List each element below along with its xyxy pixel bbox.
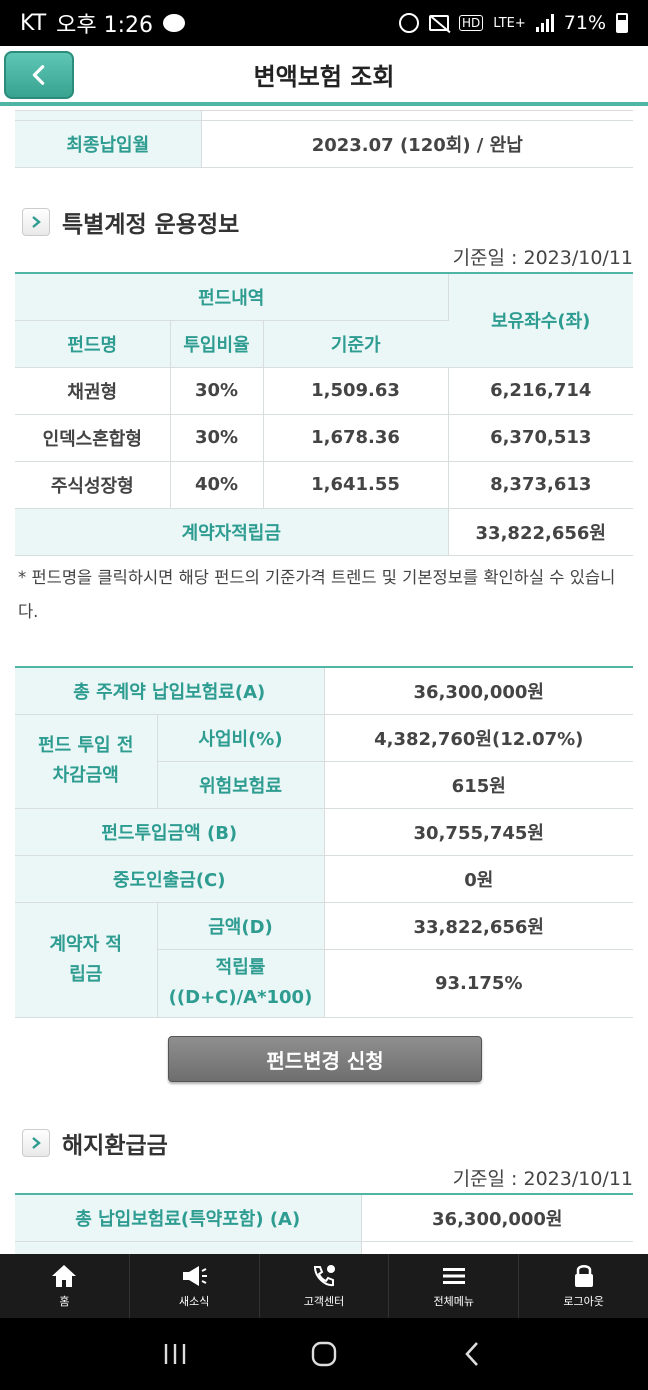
fund-name-link[interactable]: 주식성장형 bbox=[15, 461, 171, 509]
home-icon bbox=[52, 1265, 77, 1287]
fund-ratio: 40% bbox=[170, 461, 264, 509]
hd-voice-icon: HD bbox=[459, 15, 484, 31]
deduction-group-label: 펀드 투입 전 차감금액 bbox=[15, 714, 158, 809]
table-row: 인덱스혼합형 30% 1,678.36 6,370,513 bbox=[15, 414, 633, 462]
final-payment-table: 최종납입월 2023.07 (120회) / 완납 bbox=[15, 110, 633, 168]
withdrawal-label: 중도인출금(C) bbox=[15, 855, 325, 903]
nav-label: 새소식 bbox=[179, 1295, 210, 1308]
bottom-navigation: 홈 새소식 고객센터 전체메뉴 로그아웃 bbox=[0, 1254, 648, 1318]
chevron-right-icon bbox=[22, 208, 50, 236]
withdrawal-value: 0원 bbox=[324, 855, 633, 903]
megaphone-icon bbox=[183, 1266, 208, 1286]
clock: 오후 1:26 bbox=[56, 13, 154, 38]
main-content: 최종납입월 2023.07 (120회) / 완납 특별계정 운용정보 기준일 … bbox=[0, 110, 648, 1254]
price-header: 기준가 bbox=[263, 320, 448, 368]
menu-icon bbox=[442, 1268, 465, 1284]
alarm-icon bbox=[399, 13, 419, 33]
app-header: 변액보험 조회 bbox=[0, 46, 648, 106]
business-cost-value: 4,382,760원(12.07%) bbox=[324, 714, 633, 762]
nav-label: 홈 bbox=[59, 1295, 70, 1308]
fund-ratio: 30% bbox=[170, 367, 264, 415]
rate-label-line-2: ((D+C)/A*100) bbox=[168, 987, 313, 1008]
lte-icon: LTE+ bbox=[493, 15, 526, 31]
table-row: 채권형 30% 1,509.63 6,216,714 bbox=[15, 367, 633, 415]
system-navigation-bar bbox=[0, 1318, 648, 1390]
nav-news[interactable]: 새소식 bbox=[130, 1254, 260, 1318]
summary-table: 총 주계약 납입보험료(A) 36,300,000원 펀드 투입 전 차감금액 … bbox=[15, 666, 633, 1018]
final-payment-label: 최종납입월 bbox=[15, 120, 202, 168]
refund-section-heading: 해지환급금 bbox=[22, 1126, 168, 1160]
fund-section-title: 특별계정 운용정보 bbox=[62, 212, 240, 238]
amount-label: 금액(D) bbox=[157, 902, 325, 950]
fund-name-link[interactable]: 채권형 bbox=[15, 367, 171, 415]
risk-premium-value: 615원 bbox=[324, 761, 633, 809]
nav-customer-center[interactable]: 고객센터 bbox=[260, 1254, 390, 1318]
ratio-header: 투입비율 bbox=[170, 320, 264, 368]
fund-units: 6,216,714 bbox=[448, 367, 633, 415]
amount-value: 33,822,656원 bbox=[324, 902, 633, 950]
back-nav-icon[interactable] bbox=[458, 1339, 488, 1369]
signal-icon bbox=[535, 14, 554, 32]
chevron-left-icon bbox=[32, 65, 45, 85]
fund-investment-value: 30,755,745원 bbox=[324, 808, 633, 856]
lock-icon bbox=[574, 1265, 593, 1287]
refund-premium-value: 36,300,000원 bbox=[361, 1194, 633, 1242]
fund-name-header: 펀드명 bbox=[15, 320, 171, 368]
nav-all-menu[interactable]: 전체메뉴 bbox=[389, 1254, 520, 1318]
fund-price: 1,509.63 bbox=[263, 367, 449, 415]
carrier-label: KT bbox=[20, 10, 47, 36]
fund-base-date: 기준일 : 2023/10/11 bbox=[452, 247, 633, 269]
battery-percent: 71% bbox=[563, 12, 606, 34]
reserve-group-label: 계약자 적립금 bbox=[15, 902, 158, 1018]
accumulation-rate-label: 적립률 ((D+C)/A*100) bbox=[157, 949, 325, 1018]
total-reserve-value: 33,822,656원 bbox=[448, 508, 633, 556]
units-header: 보유좌수(좌) bbox=[448, 273, 633, 368]
fund-units: 8,373,613 bbox=[448, 461, 633, 509]
fund-investment-label: 펀드투입금액 (B) bbox=[15, 808, 325, 856]
home-button-icon[interactable] bbox=[309, 1339, 339, 1369]
fund-group-header: 펀드내역 bbox=[15, 273, 449, 321]
total-reserve-label: 계약자적립금 bbox=[15, 508, 449, 556]
recent-apps-icon[interactable] bbox=[160, 1339, 190, 1369]
chat-notification-icon bbox=[163, 14, 186, 32]
nav-label: 고객센터 bbox=[303, 1295, 345, 1308]
final-payment-value: 2023.07 (120회) / 완납 bbox=[201, 120, 633, 168]
fund-change-button[interactable]: 펀드변경 신청 bbox=[168, 1036, 482, 1082]
fund-price: 1,678.36 bbox=[263, 414, 449, 462]
refund-premium-label: 총 납입보험료(특약포함) (A) bbox=[15, 1194, 362, 1242]
back-button[interactable] bbox=[4, 51, 74, 99]
nav-label: 전체메뉴 bbox=[433, 1295, 475, 1308]
fund-section-heading: 특별계정 운용정보 bbox=[22, 205, 239, 239]
nav-logout[interactable]: 로그아웃 bbox=[519, 1254, 648, 1318]
table-row: 주식성장형 40% 1,641.55 8,373,613 bbox=[15, 461, 633, 509]
mute-icon bbox=[429, 15, 449, 31]
phone-icon bbox=[313, 1265, 335, 1287]
page-title: 변액보험 조회 bbox=[253, 62, 395, 91]
chevron-right-icon bbox=[22, 1129, 50, 1157]
fund-price: 1,641.55 bbox=[263, 461, 449, 509]
accumulation-rate-value: 93.175% bbox=[324, 949, 633, 1018]
refund-table: 총 납입보험료(특약포함) (A) 36,300,000원 bbox=[15, 1193, 633, 1254]
fund-table: 펀드내역 보유좌수(좌) 펀드명 투입비율 기준가 채권형 30% 1,509.… bbox=[15, 272, 633, 556]
fund-units: 6,370,513 bbox=[448, 414, 633, 462]
fund-note: * 펀드명을 클릭하시면 해당 펀드의 기준가격 트렌드 및 기본정보를 확인하… bbox=[18, 568, 616, 621]
refund-base-date: 기준일 : 2023/10/11 bbox=[452, 1168, 633, 1190]
rate-label-line-1: 적립률 bbox=[215, 957, 266, 978]
business-cost-label: 사업비(%) bbox=[157, 714, 325, 762]
fund-ratio: 30% bbox=[170, 414, 264, 462]
status-bar: KT 오후 1:26 HD LTE+ 71% bbox=[0, 0, 648, 46]
total-premium-value: 36,300,000원 bbox=[324, 667, 633, 715]
risk-premium-label: 위험보험료 bbox=[157, 761, 325, 809]
total-premium-label: 총 주계약 납입보험료(A) bbox=[15, 667, 325, 715]
nav-label: 로그아웃 bbox=[563, 1295, 604, 1308]
battery-icon bbox=[616, 13, 628, 33]
nav-home[interactable]: 홈 bbox=[0, 1254, 130, 1318]
fund-name-link[interactable]: 인덱스혼합형 bbox=[15, 414, 171, 462]
refund-section-title: 해지환급금 bbox=[62, 1133, 168, 1159]
